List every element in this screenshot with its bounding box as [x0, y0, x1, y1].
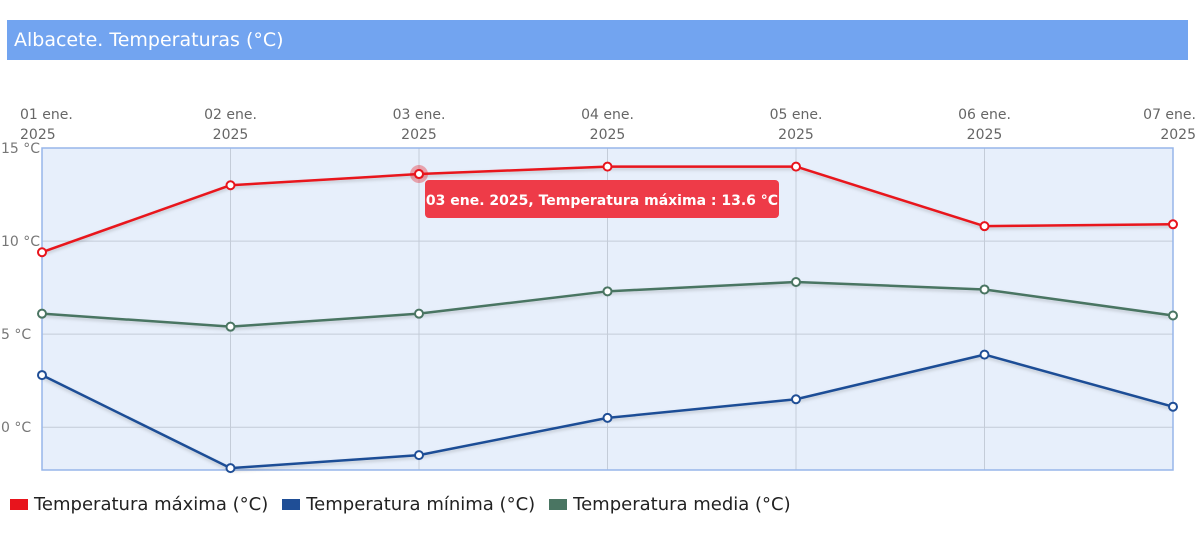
legend-label: Temperatura mínima (°C)	[306, 494, 536, 515]
legend-item[interactable]: Temperatura mínima (°C)	[282, 494, 535, 515]
data-point	[791, 161, 801, 172]
legend-swatch	[549, 499, 568, 510]
legend-swatch	[10, 499, 28, 510]
data-point	[37, 247, 47, 258]
tooltip-text: 03 ene. 2025, Temperatura máxima : 13.6 …	[426, 193, 778, 209]
x-tick-label: 2025	[967, 127, 1003, 143]
data-point	[225, 180, 236, 191]
x-tick-label: 01 ene.	[20, 107, 73, 123]
data-point	[979, 221, 990, 232]
data-point	[602, 161, 613, 172]
x-tick-label: 2025	[213, 127, 249, 143]
legend-swatch	[282, 499, 301, 510]
x-tick-label: 02 ene.	[204, 107, 257, 123]
legend-label: Temperatura media (°C)	[573, 494, 791, 515]
data-point	[37, 308, 47, 319]
data-point	[791, 394, 801, 405]
x-tick-label: 03 ene.	[393, 107, 446, 123]
x-tick-label: 2025	[20, 127, 56, 143]
y-tick-label: 10 °C	[1, 234, 40, 250]
chart-title: Albacete. Temperaturas (°C)	[14, 29, 284, 51]
data-point	[225, 321, 236, 332]
data-point	[225, 463, 236, 474]
x-tick-label: 2025	[590, 127, 626, 143]
data-point	[1168, 219, 1178, 230]
data-point	[414, 308, 424, 319]
data-point	[602, 412, 613, 423]
legend-item[interactable]: Temperatura máxima (°C)	[10, 494, 268, 515]
data-point	[791, 277, 801, 288]
chart-title-bar: Albacete. Temperaturas (°C)	[7, 20, 1188, 60]
chart-legend: Temperatura máxima (°C) Temperatura mínim…	[10, 494, 805, 515]
data-point	[37, 370, 47, 381]
x-tick-label: 04 ene.	[581, 107, 634, 123]
data-point	[602, 286, 613, 297]
data-point	[414, 450, 424, 461]
x-tick-label: 2025	[1160, 127, 1196, 143]
highlight-point	[414, 169, 424, 180]
x-tick-label: 06 ene.	[958, 107, 1011, 123]
tooltip-box	[425, 180, 779, 218]
data-point	[979, 284, 990, 295]
data-point	[1168, 401, 1178, 412]
x-tick-label: 07 ene.	[1143, 107, 1196, 123]
legend-item[interactable]: Temperatura media (°C)	[549, 494, 791, 515]
x-tick-label: 2025	[778, 127, 814, 143]
y-tick-label: 0 °C	[1, 420, 31, 436]
data-point	[1168, 310, 1178, 321]
data-point	[979, 349, 990, 360]
y-tick-label: 15 °C	[1, 141, 40, 157]
x-tick-label: 05 ene.	[770, 107, 823, 123]
x-tick-label: 2025	[401, 127, 437, 143]
y-tick-label: 5 °C	[1, 327, 31, 343]
legend-label: Temperatura máxima (°C)	[34, 494, 269, 515]
